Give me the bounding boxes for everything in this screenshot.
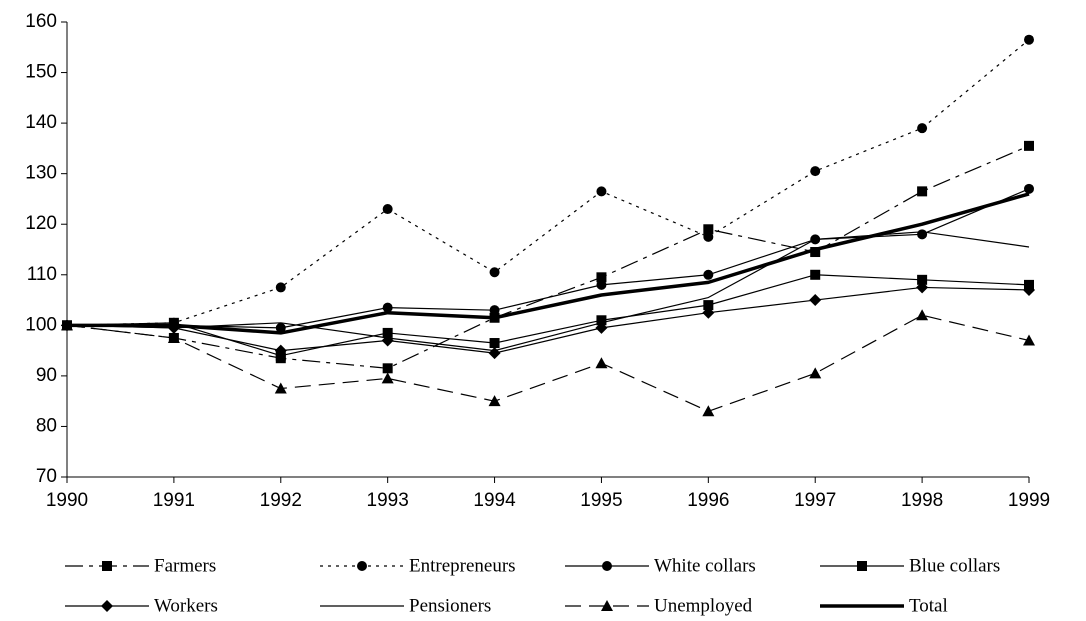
data-point	[489, 267, 500, 278]
y-tick-label: 140	[25, 112, 57, 133]
y-tick-label: 150	[25, 62, 57, 83]
series-line	[66, 274, 1030, 357]
series-line	[66, 231, 1030, 352]
series-line	[66, 286, 1030, 354]
data-point	[275, 322, 286, 333]
data-point	[702, 405, 715, 417]
data-point	[1024, 183, 1034, 194]
x-tick-label: 1994	[473, 490, 516, 511]
data-point	[596, 279, 607, 290]
y-tick-label: 80	[36, 415, 57, 436]
data-point	[489, 305, 500, 316]
data-point	[381, 372, 394, 384]
legend-marker	[357, 561, 367, 571]
data-point	[702, 306, 715, 319]
data-point	[274, 382, 287, 394]
series-line	[66, 39, 1030, 326]
data-point	[596, 315, 607, 326]
y-tick-label: 110	[27, 264, 57, 285]
legend-marker	[601, 600, 613, 611]
x-tick-label: 1990	[46, 490, 88, 511]
legend-marker	[101, 600, 113, 612]
data-point	[917, 229, 928, 240]
data-point	[810, 247, 821, 258]
legend-label: Blue collars	[909, 555, 1000, 576]
data-point	[703, 231, 714, 242]
series-line	[66, 145, 1030, 369]
data-point	[382, 204, 393, 215]
legend-marker	[857, 561, 867, 571]
data-point	[489, 338, 500, 349]
data-point	[917, 186, 928, 197]
legend-label: Pensioners	[409, 595, 491, 616]
data-point	[1024, 140, 1034, 151]
data-point	[916, 281, 929, 294]
data-point	[488, 395, 501, 407]
data-point	[916, 309, 929, 321]
legend-label: Farmers	[154, 555, 216, 576]
legend-label: Entrepreneurs	[409, 555, 516, 576]
data-point	[382, 302, 393, 313]
y-tick-label: 160	[25, 11, 57, 32]
data-point	[1024, 34, 1034, 45]
x-tick-label: 1995	[580, 490, 622, 511]
data-point	[703, 300, 714, 311]
x-tick-label: 1996	[687, 490, 729, 511]
data-point	[809, 294, 822, 307]
y-tick-label: 120	[25, 213, 57, 234]
data-point	[595, 321, 608, 334]
legend-label: Workers	[154, 595, 218, 616]
x-tick-label: 1992	[260, 490, 302, 511]
data-point	[1023, 283, 1035, 296]
legend-label: White collars	[654, 555, 756, 576]
legend-label: Unemployed	[654, 595, 753, 616]
data-point	[917, 274, 928, 285]
y-tick-label: 100	[25, 314, 57, 335]
x-tick-label: 1991	[153, 490, 195, 511]
legend-marker	[602, 561, 612, 571]
data-point	[1023, 334, 1035, 346]
legend-marker	[102, 561, 112, 571]
data-point	[809, 367, 822, 379]
data-point	[382, 363, 393, 374]
data-point	[810, 269, 821, 280]
series-line	[66, 314, 1030, 412]
x-tick-label: 1998	[901, 490, 943, 511]
y-tick-label: 130	[25, 163, 57, 184]
x-tick-label: 1993	[367, 490, 409, 511]
series-line	[67, 192, 1030, 335]
x-tick-label: 1999	[1008, 490, 1050, 511]
data-point	[917, 123, 928, 134]
data-point	[275, 282, 286, 293]
data-point	[596, 186, 607, 197]
data-point	[596, 272, 607, 283]
data-point	[703, 269, 714, 280]
data-point	[810, 166, 821, 177]
data-point	[703, 224, 714, 235]
y-tick-label: 70	[36, 466, 57, 487]
legend-label: Total	[909, 595, 948, 616]
data-point	[167, 331, 180, 343]
y-tick-label: 90	[36, 365, 57, 386]
data-point	[274, 344, 287, 357]
data-point	[595, 357, 608, 369]
data-point	[382, 327, 393, 338]
x-tick-label: 1997	[794, 490, 836, 511]
